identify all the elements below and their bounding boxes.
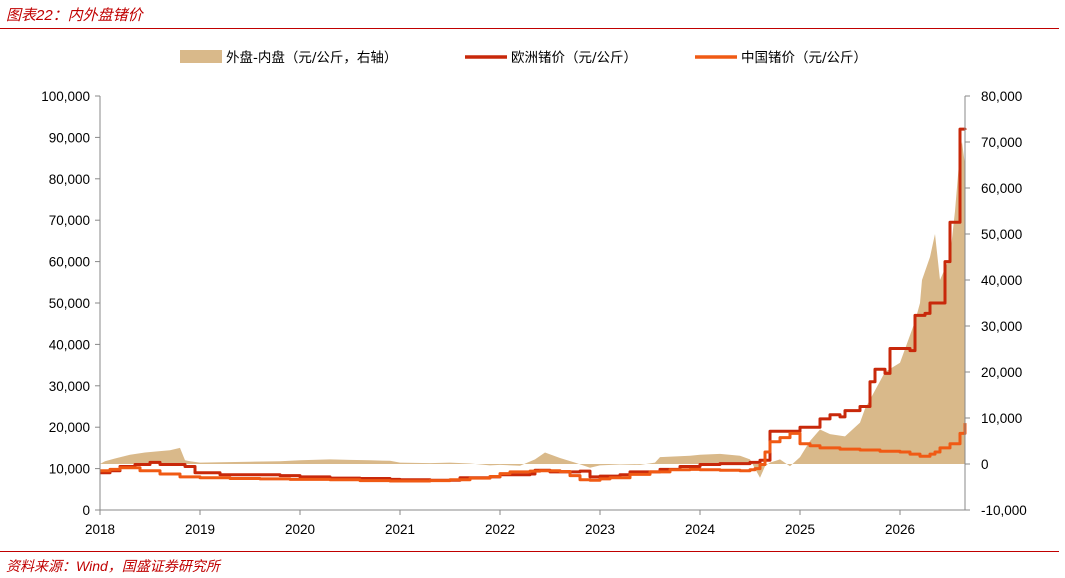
right-tick-label: 50,000 [981, 227, 1022, 242]
x-tick-label: 2021 [385, 522, 415, 537]
left-tick-label: 100,000 [41, 89, 90, 104]
right-tick-label: 0 [981, 457, 989, 472]
left-tick-label: 70,000 [49, 213, 90, 228]
x-tick-label: 2022 [485, 522, 515, 537]
chart-axes: 0 10,000 20,000 30,000 40,000 50,000 60,000 70,… [41, 89, 1027, 537]
top-rule [0, 28, 1059, 29]
left-tick-label: 40,000 [49, 337, 90, 352]
right-tick-label: 70,000 [981, 135, 1022, 150]
left-tick-label: 30,000 [49, 379, 90, 394]
right-tick-label: 30,000 [981, 319, 1022, 334]
legend-europe-label: 欧洲锗价（元/公斤） [511, 50, 637, 66]
legend-spread-label: 外盘-内盘（元/公斤，右轴） [226, 49, 397, 66]
left-tick-label: 50,000 [49, 296, 90, 311]
legend-china-label: 中国锗价（元/公斤） [741, 50, 867, 66]
right-tick-label: 10,000 [981, 411, 1022, 426]
x-tick-label: 2025 [785, 522, 815, 537]
plot-area [100, 127, 967, 483]
right-tick-label: -10,000 [981, 503, 1027, 518]
figure-title: 图表22：内外盘锗价 [6, 7, 143, 24]
x-tick-label: 2023 [585, 522, 615, 537]
series-spread-area [100, 142, 965, 478]
series-europe-line [100, 127, 967, 482]
chart-legend: 外盘-内盘（元/公斤，右轴） 欧洲锗价（元/公斤） 中国锗价（元/公斤） [180, 49, 867, 66]
right-tick-label: 40,000 [981, 273, 1022, 288]
bottom-rule [0, 551, 1059, 552]
left-tick-label: 0 [82, 503, 90, 518]
x-tick-label: 2024 [685, 522, 716, 537]
x-tick-label: 2019 [185, 522, 215, 537]
legend-spread-swatch [180, 50, 222, 63]
right-tick-label: 80,000 [981, 89, 1022, 104]
left-tick-label: 60,000 [49, 255, 90, 270]
x-tick-label: 2018 [85, 522, 115, 537]
right-tick-label: 60,000 [981, 181, 1022, 196]
left-tick-label: 90,000 [49, 130, 90, 145]
source-note: 资料来源：Wind，国盛证券研究所 [6, 558, 220, 574]
right-tick-label: 20,000 [981, 365, 1022, 380]
left-tick-label: 20,000 [49, 420, 90, 435]
left-tick-label: 10,000 [49, 462, 90, 477]
left-tick-label: 80,000 [49, 172, 90, 187]
series-china-line [100, 423, 967, 483]
x-tick-label: 2026 [885, 522, 915, 537]
x-tick-label: 2020 [285, 522, 315, 537]
